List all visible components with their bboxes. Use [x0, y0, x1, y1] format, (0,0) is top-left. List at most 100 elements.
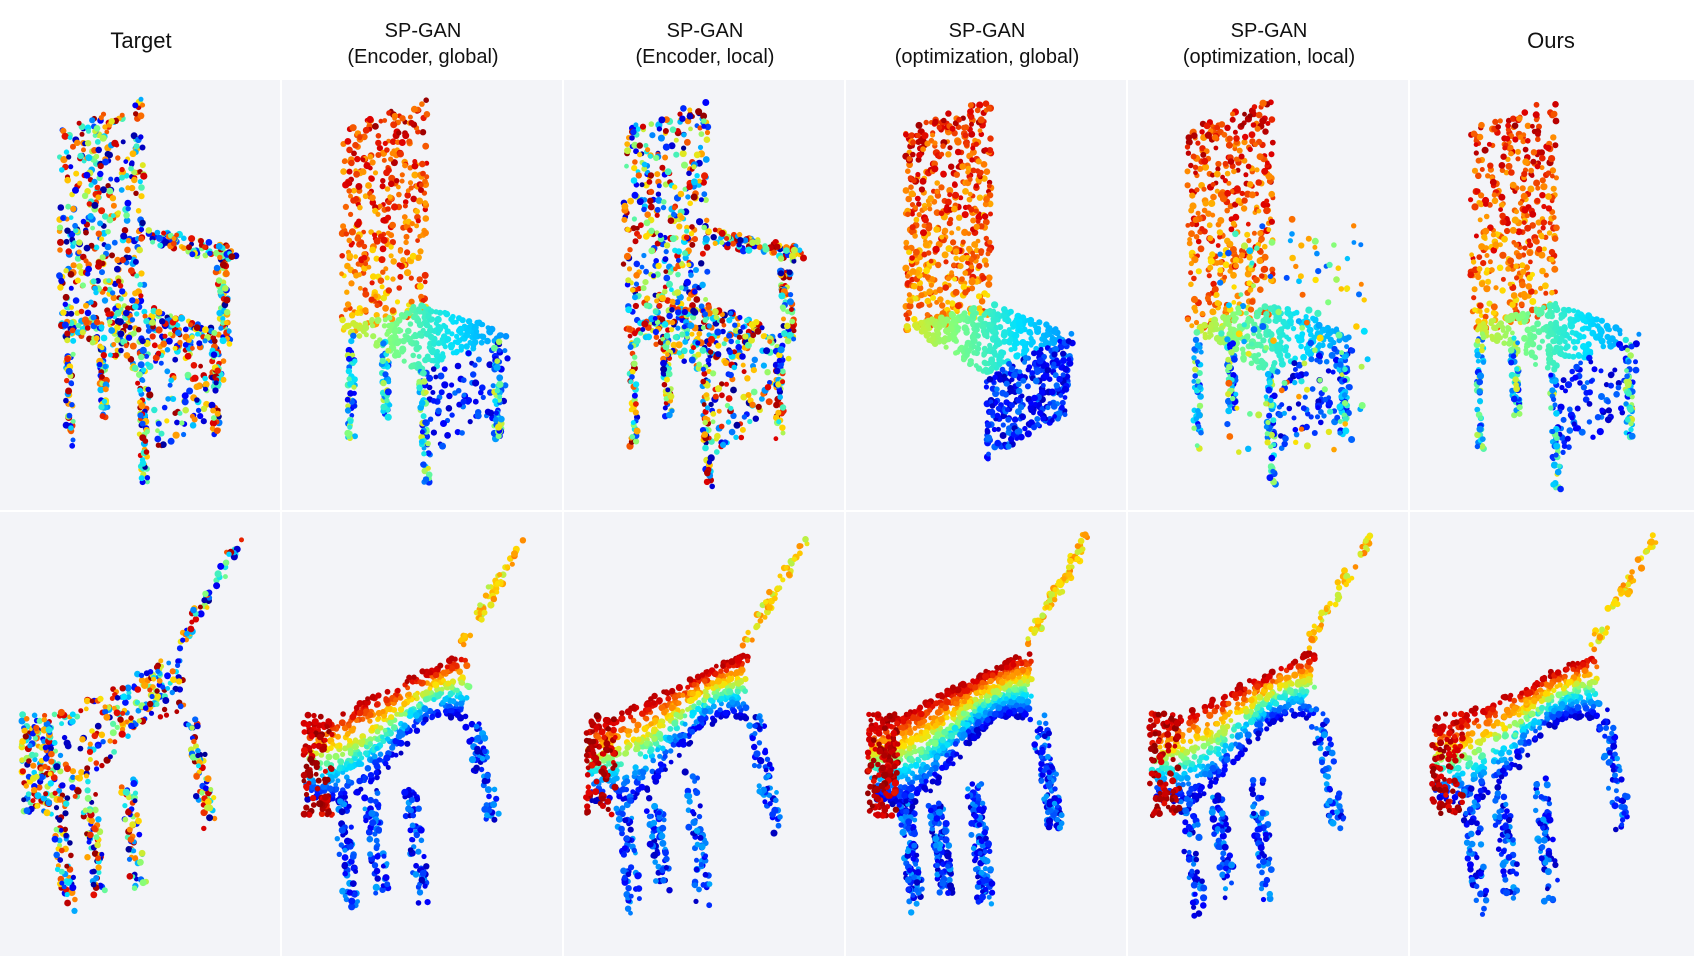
point — [352, 358, 358, 364]
point — [719, 240, 725, 246]
point — [184, 352, 192, 360]
point — [356, 333, 363, 339]
point — [1192, 336, 1200, 344]
point — [435, 407, 442, 415]
point — [439, 353, 446, 360]
point — [57, 284, 64, 291]
point — [349, 124, 357, 132]
point — [478, 339, 485, 346]
point — [1044, 367, 1051, 374]
point — [174, 232, 180, 238]
point — [969, 334, 977, 341]
point — [1015, 408, 1022, 415]
point — [986, 451, 991, 457]
point — [1188, 230, 1195, 238]
point — [777, 255, 785, 262]
point — [463, 343, 470, 350]
point — [1342, 416, 1349, 423]
point — [85, 271, 91, 277]
point — [1006, 360, 1013, 367]
point — [643, 219, 651, 227]
point — [348, 280, 355, 287]
point — [647, 172, 655, 179]
point — [408, 298, 415, 305]
point — [195, 331, 200, 337]
point — [167, 331, 173, 337]
point — [1231, 168, 1237, 175]
point — [1195, 359, 1200, 365]
point — [764, 369, 771, 376]
point — [414, 223, 420, 229]
point — [1261, 303, 1269, 311]
point — [497, 348, 502, 353]
point — [420, 378, 428, 385]
point — [385, 287, 392, 294]
point — [1187, 237, 1192, 242]
point — [179, 420, 185, 426]
point — [675, 309, 682, 316]
point — [1330, 369, 1336, 375]
point — [653, 334, 660, 340]
point — [906, 292, 912, 298]
point — [377, 277, 385, 284]
point — [373, 293, 379, 299]
point — [777, 270, 785, 277]
point — [222, 270, 230, 278]
point — [936, 286, 944, 294]
point — [220, 358, 227, 364]
point — [412, 312, 418, 319]
point — [981, 331, 987, 337]
point — [396, 184, 401, 190]
point — [497, 394, 503, 400]
point — [726, 317, 733, 324]
point — [971, 241, 978, 248]
point — [648, 121, 655, 127]
point — [1315, 405, 1321, 411]
point — [213, 264, 221, 272]
point — [343, 231, 350, 237]
point — [139, 460, 147, 467]
point — [1028, 419, 1035, 427]
point — [1349, 347, 1356, 354]
point — [700, 112, 708, 120]
point — [1213, 170, 1221, 178]
point — [146, 391, 154, 399]
point — [346, 355, 352, 362]
point — [1224, 124, 1231, 131]
point — [1005, 443, 1012, 450]
point — [101, 297, 109, 304]
point — [954, 148, 962, 156]
point — [629, 374, 635, 380]
point — [1000, 413, 1006, 420]
point — [1027, 404, 1035, 412]
point — [454, 319, 459, 325]
point — [704, 268, 711, 275]
point — [905, 195, 912, 203]
point — [402, 162, 408, 169]
point — [69, 305, 74, 310]
point — [99, 413, 106, 420]
point — [1222, 178, 1228, 184]
point — [947, 145, 953, 151]
point — [631, 392, 638, 399]
point — [697, 125, 703, 131]
point — [709, 483, 715, 490]
point — [126, 254, 132, 261]
point — [688, 126, 693, 132]
point — [155, 350, 162, 356]
point — [691, 178, 698, 186]
point — [703, 136, 711, 143]
column-title-spgan-encoder-global: SP-GAN (Encoder, global) — [347, 20, 499, 68]
point — [1032, 321, 1038, 328]
point — [1246, 181, 1254, 188]
point — [632, 159, 638, 165]
point — [114, 347, 120, 353]
point — [715, 342, 722, 349]
point — [1045, 404, 1051, 411]
point — [360, 157, 366, 163]
point — [99, 374, 105, 380]
point — [962, 289, 969, 296]
point — [1219, 195, 1228, 203]
point — [669, 126, 677, 133]
point — [102, 158, 109, 166]
